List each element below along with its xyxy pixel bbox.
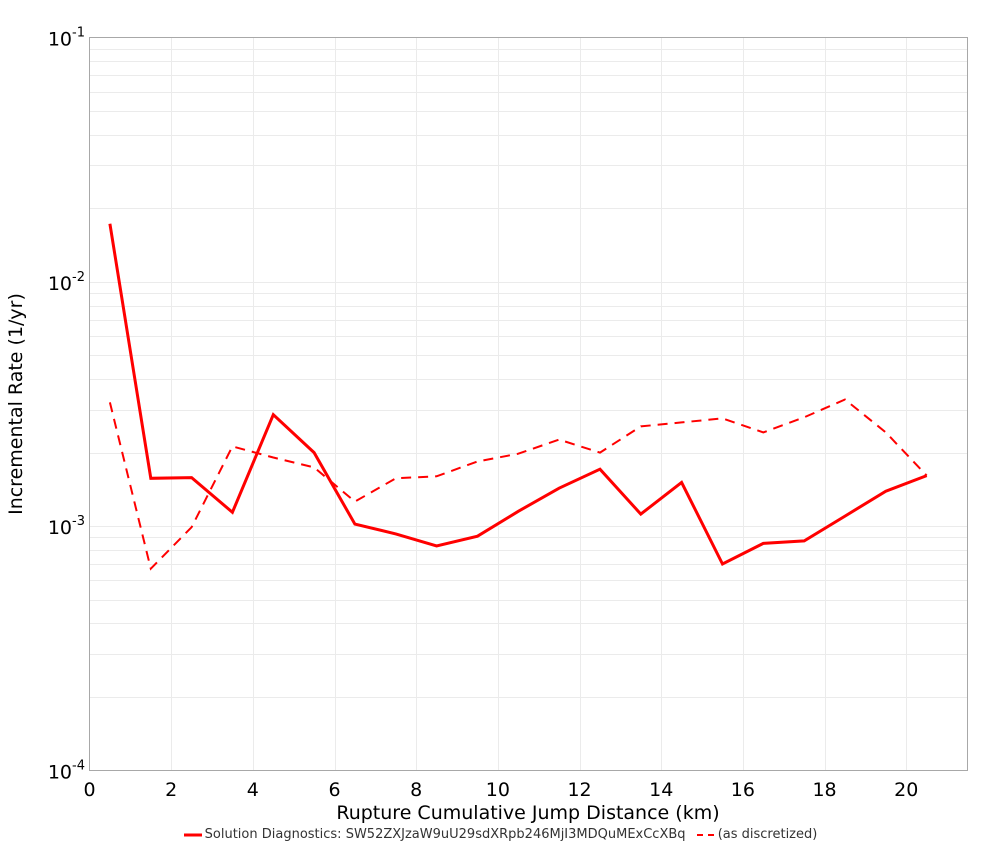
x-axis-ticks: 0 2 4 6 8 10 12 14 16 18 20 [83,779,918,801]
dashed-line-swatch-icon [696,829,716,841]
x-tick-label: 14 [649,779,673,801]
series-layer [108,223,928,571]
series-line-solution [108,223,928,567]
solid-line-swatch-icon [183,829,203,841]
legend-label-discretized: (as discretized) [717,827,818,842]
legend: Solution Diagnostics: SW52ZXJzaW9uU29sdX… [0,827,1000,845]
legend-label-solution: Solution Diagnostics: SW52ZXJzaW9uU29sdX… [204,827,686,842]
x-tick-label: 10 [486,779,510,801]
x-tick-label: 6 [328,779,340,801]
series-line-discretized [108,398,928,571]
legend-item-solution: Solution Diagnostics: SW52ZXJzaW9uU29sdX… [183,827,686,842]
x-tick-label: 12 [567,779,591,801]
y-axis-title: Incremental Rate (1/yr) [5,293,27,515]
y-axis-ticks: 10-1 10-2 10-3 10-4 [48,26,85,784]
legend-item-discretized: (as discretized) [696,827,818,842]
x-tick-label: 2 [165,779,177,801]
x-tick-label: 8 [410,779,422,801]
y-tick-label: 10-4 [48,759,85,784]
x-axis-title: Rupture Cumulative Jump Distance (km) [336,802,719,824]
x-tick-label: 0 [83,779,95,801]
y-tick-label: 10-2 [48,270,85,295]
x-tick-label: 4 [247,779,259,801]
x-tick-label: 20 [894,779,918,801]
y-tick-label: 10-1 [48,26,85,51]
x-tick-label: 16 [731,779,755,801]
x-tick-label: 18 [812,779,836,801]
grid-lines [89,37,968,771]
plot-area-border [89,37,968,771]
y-tick-label: 10-3 [48,514,85,539]
